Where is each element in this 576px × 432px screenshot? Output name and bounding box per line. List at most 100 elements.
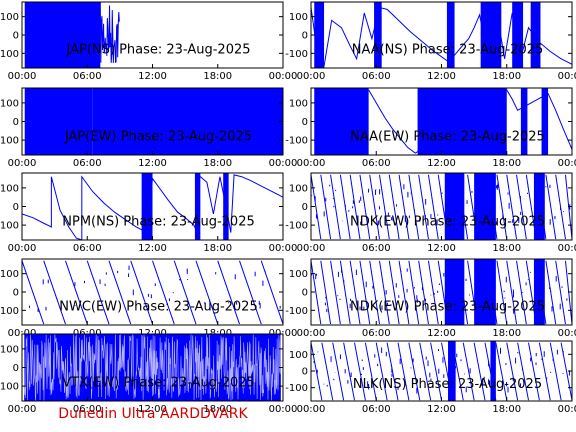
y-tick-label: 0 [302,202,308,213]
x-tick-label: 00:00 [297,328,326,339]
dense-trace-block [446,2,455,68]
x-tick-label: 06:00 [73,243,102,254]
y-tick-label: -100 [285,221,308,232]
panel-title: NPM(NS) Phase: 23-Aug-2025 [62,214,254,229]
phase-trace [311,174,572,240]
x-tick-label: 00:00 [558,71,576,82]
y-tick-label: 100 [0,183,19,194]
dense-trace-block [533,259,545,325]
y-tick-label: -100 [0,49,19,60]
x-tick-label: 00:00 [269,158,298,169]
dense-trace-block [512,2,524,68]
x-tick-label: 12:00 [427,404,456,415]
y-tick-label: 100 [289,12,308,23]
y-tick-label: 0 [13,31,19,42]
axes-frame [310,340,573,402]
x-tick-label: 00:00 [8,404,37,415]
dense-trace-block [417,88,507,155]
x-tick-label: 06:00 [362,404,391,415]
y-tick-label: 100 [0,12,19,23]
y-tick-label: 0 [13,288,19,299]
dense-trace-block [541,88,549,155]
phase-trace [311,342,572,401]
y-tick-label: 0 [13,202,19,213]
x-tick-label: 06:00 [362,71,391,82]
x-tick-label: 18:00 [492,243,521,254]
plot-area [22,260,283,325]
x-tick-label: 00:00 [558,243,576,254]
y-tick-label: 100 [289,98,308,109]
dense-trace-block [490,341,496,401]
x-tick-label: 00:00 [269,404,298,415]
x-tick-label: 00:00 [558,404,576,415]
phase-panel: 100 0 -100 00:00 06:00 12:00 18:00 00:00 NAA(NS)… [285,1,576,82]
phase-trace [22,173,283,240]
y-tick-label: -100 [0,382,19,393]
x-tick-label: 00:00 [269,243,298,254]
x-tick-label: 18:00 [203,71,232,82]
x-tick-label: 18:00 [203,158,232,169]
y-tick-label: 0 [302,367,308,378]
y-tick-label: 100 [289,350,308,361]
plot-area [311,259,572,325]
y-tick-label: -100 [285,49,308,60]
axes-frame [310,172,573,241]
phase-panel: 100 0 -100 00:00 06:00 12:00 18:00 00:00 JAP(NS)… [0,1,298,82]
phase-panel: 100 0 -100 00:00 06:00 12:00 18:00 00:00 NDK(EW)… [285,258,576,339]
y-tick-label: -100 [0,221,19,232]
x-tick-label: 06:00 [362,158,391,169]
x-tick-label: 06:00 [362,243,391,254]
y-tick-label: -100 [285,306,308,317]
dense-trace-block [448,341,456,401]
x-tick-label: 00:00 [269,71,298,82]
x-tick-label: 18:00 [203,404,232,415]
x-tick-label: 00:00 [8,158,37,169]
footer-text: Dunedin Ultra AARDDVARK [58,406,248,422]
dense-trace-block [474,173,496,240]
x-tick-label: 12:00 [427,243,456,254]
panel-title: NDK(EW) Phase: 23-Aug-2025 [350,214,545,229]
phase-panel: 100 0 -100 00:00 06:00 12:00 18:00 00:00 NLK(NS)… [285,340,576,415]
y-tick-label: -100 [285,383,308,394]
panel-title: NLK(NS) Phase: 23-Aug-2025 [353,377,542,392]
x-tick-label: 00:00 [8,243,37,254]
y-tick-label: -100 [0,306,19,317]
y-tick-label: 0 [302,31,308,42]
y-tick-label: 0 [13,117,19,128]
x-tick-label: 12:00 [138,71,167,82]
x-tick-label: 12:00 [138,404,167,415]
y-tick-label: -100 [285,136,308,147]
phase-panel: 100 0 -100 00:00 06:00 12:00 18:00 00:00 NAA(EW)… [285,87,576,169]
phase-trace [311,260,572,325]
phase-trace [22,334,283,401]
y-tick-label: 100 [0,98,19,109]
x-tick-label: 18:00 [492,158,521,169]
plot-area [24,88,283,155]
x-tick-label: 00:00 [297,404,326,415]
plot-area [314,88,572,155]
y-tick-label: 100 [0,269,19,280]
phase-panel: 100 0 -100 00:00 06:00 12:00 18:00 00:00 JAP(EW)… [0,87,298,169]
x-tick-label: 00:00 [558,158,576,169]
x-tick-label: 00:00 [558,328,576,339]
phase-trace [99,2,120,63]
dense-trace-block [444,173,465,240]
x-tick-label: 06:00 [73,158,102,169]
x-tick-label: 06:00 [73,404,102,415]
dense-trace-block [141,173,153,240]
x-tick-label: 18:00 [492,328,521,339]
plot-area [22,173,283,240]
panel-title: NAA(EW) Phase: 23-Aug-2025 [350,129,545,144]
phase-panel: 100 0 -100 00:00 06:00 12:00 18:00 00:00 NPM(NS)… [0,172,298,254]
y-tick-label: 0 [13,363,19,374]
y-tick-label: 0 [302,288,308,299]
dense-trace-block [314,88,369,155]
phase-panel: 100 0 -100 00:00 06:00 12:00 18:00 00:00 NDK(EW)… [285,172,576,254]
x-tick-label: 18:00 [203,243,232,254]
y-tick-label: 100 [289,183,308,194]
x-tick-label: 06:00 [73,71,102,82]
x-tick-label: 00:00 [297,71,326,82]
x-tick-label: 00:00 [297,158,326,169]
plot-area [22,334,283,401]
y-tick-label: 100 [0,344,19,355]
